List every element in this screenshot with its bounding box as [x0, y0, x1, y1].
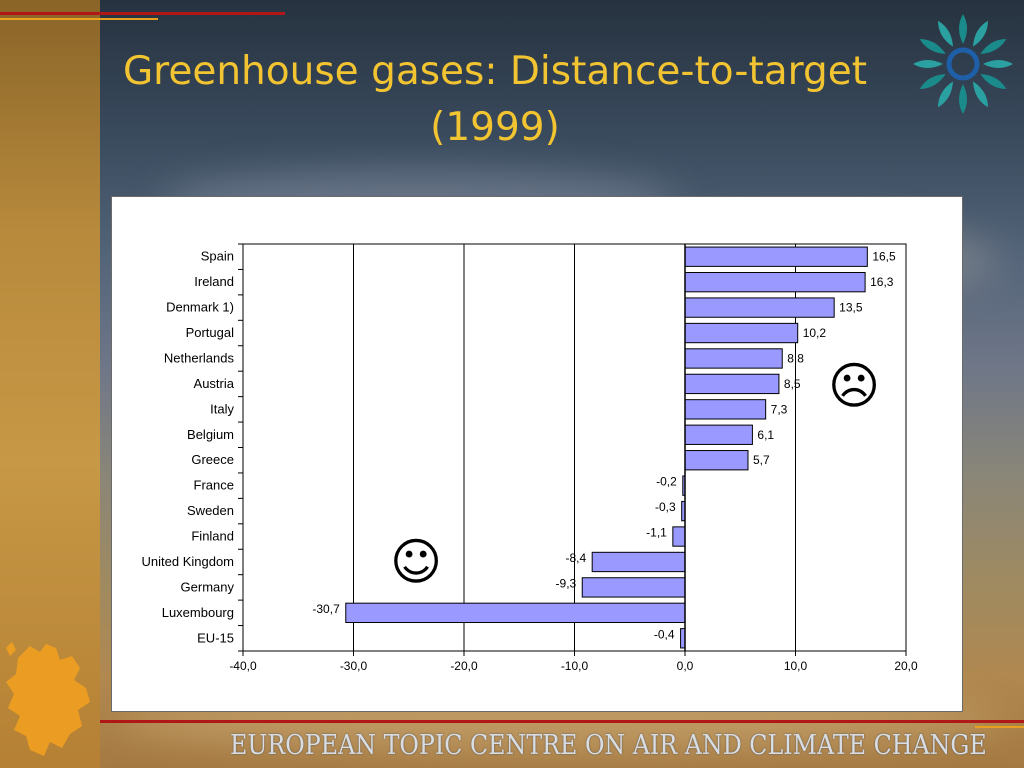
data-label: 6,1 — [757, 428, 774, 442]
data-label: 13,5 — [839, 301, 863, 315]
category-label: Sweden — [187, 503, 234, 518]
slide-title: Greenhouse gases: Distance-to-target (19… — [80, 44, 910, 156]
data-label: -1,1 — [646, 526, 667, 540]
footer-text: EUROPEAN TOPIC CENTRE ON AIR AND CLIMATE… — [230, 730, 987, 761]
bar — [684, 297, 835, 318]
category-label: Italy — [210, 401, 234, 416]
category-label: United Kingdom — [142, 554, 235, 569]
bar — [684, 246, 868, 267]
category-label: Denmark 1) — [166, 300, 234, 315]
category-label: Ireland — [194, 274, 234, 289]
x-tick-label: 20,0 — [894, 659, 918, 673]
logo-petal — [938, 20, 953, 47]
top-red-line — [0, 12, 285, 15]
bar — [591, 551, 686, 573]
logo-petal — [983, 60, 1013, 68]
logo-petal — [973, 81, 988, 108]
bar — [672, 526, 686, 547]
category-label: Greece — [191, 452, 234, 467]
bar — [684, 399, 767, 420]
bar — [684, 373, 780, 395]
logo-petal — [913, 60, 943, 68]
slide-title-line-1: Greenhouse gases: Distance-to-target — [122, 49, 868, 94]
x-tick-label: -10,0 — [561, 659, 589, 673]
logo-petal — [959, 84, 967, 114]
left-decorative-strip — [0, 0, 100, 768]
data-label: 8,8 — [787, 351, 804, 365]
eea-logo-icon — [913, 14, 1013, 114]
category-label: Luxembourg — [162, 605, 234, 620]
bar — [684, 348, 783, 369]
x-tick-label: -20,0 — [450, 659, 478, 673]
bar — [684, 271, 866, 293]
data-label: -30,7 — [312, 602, 340, 616]
chart-panel: -40,0 -30,0 -20,0 -10,0 0,0 10,0 20,0 Spain 16,5… — [111, 196, 963, 712]
category-label: EU-15 — [197, 630, 234, 645]
x-tick-label: -40,0 — [229, 659, 257, 673]
x-tick-label: 10,0 — [784, 659, 808, 673]
data-label: 10,2 — [803, 326, 827, 340]
bar — [684, 322, 799, 344]
logo-petal — [973, 20, 988, 47]
category-label: Finland — [191, 529, 234, 544]
bar — [581, 577, 686, 598]
bottom-yellow-line — [975, 726, 1024, 728]
data-label: 7,3 — [771, 402, 788, 416]
smile-face-icon: ☺ — [390, 533, 442, 591]
top-yellow-line — [0, 18, 158, 20]
data-label: -9,3 — [556, 576, 577, 590]
bar — [345, 602, 686, 624]
category-label: Netherlands — [164, 350, 235, 365]
bar — [684, 450, 749, 471]
logo-petal — [959, 14, 967, 44]
data-label: -0,2 — [656, 475, 677, 489]
category-label: Belgium — [187, 427, 234, 442]
category-label: Germany — [181, 579, 235, 594]
logo-petal — [980, 74, 1007, 89]
logo-petal — [919, 74, 946, 89]
data-label: -0,3 — [655, 500, 676, 514]
category-label: Austria — [194, 376, 235, 391]
frown-face-icon: ☹ — [828, 357, 880, 415]
x-tick-label: 0,0 — [677, 659, 694, 673]
category-label: France — [194, 478, 234, 493]
logo-petal — [919, 39, 946, 54]
europe-map-icon — [6, 642, 90, 756]
data-label: 8,5 — [784, 377, 801, 391]
logo-petal — [980, 39, 1007, 54]
bottom-red-line — [100, 720, 1024, 723]
bar-chart: -40,0 -30,0 -20,0 -10,0 0,0 10,0 20,0 Spain 16,5… — [142, 243, 918, 673]
data-label: -8,4 — [565, 551, 586, 565]
bar — [684, 424, 753, 445]
slide-title-line-2: (1999) — [430, 105, 560, 150]
data-label: -0,4 — [654, 627, 675, 641]
x-tick-label: -30,0 — [340, 659, 368, 673]
data-label: 16,3 — [870, 275, 894, 289]
category-label: Spain — [201, 249, 234, 264]
data-label: 5,7 — [753, 453, 770, 467]
category-label: Portugal — [186, 325, 235, 340]
logo-petal — [938, 81, 953, 108]
data-label: 16,5 — [872, 250, 896, 264]
